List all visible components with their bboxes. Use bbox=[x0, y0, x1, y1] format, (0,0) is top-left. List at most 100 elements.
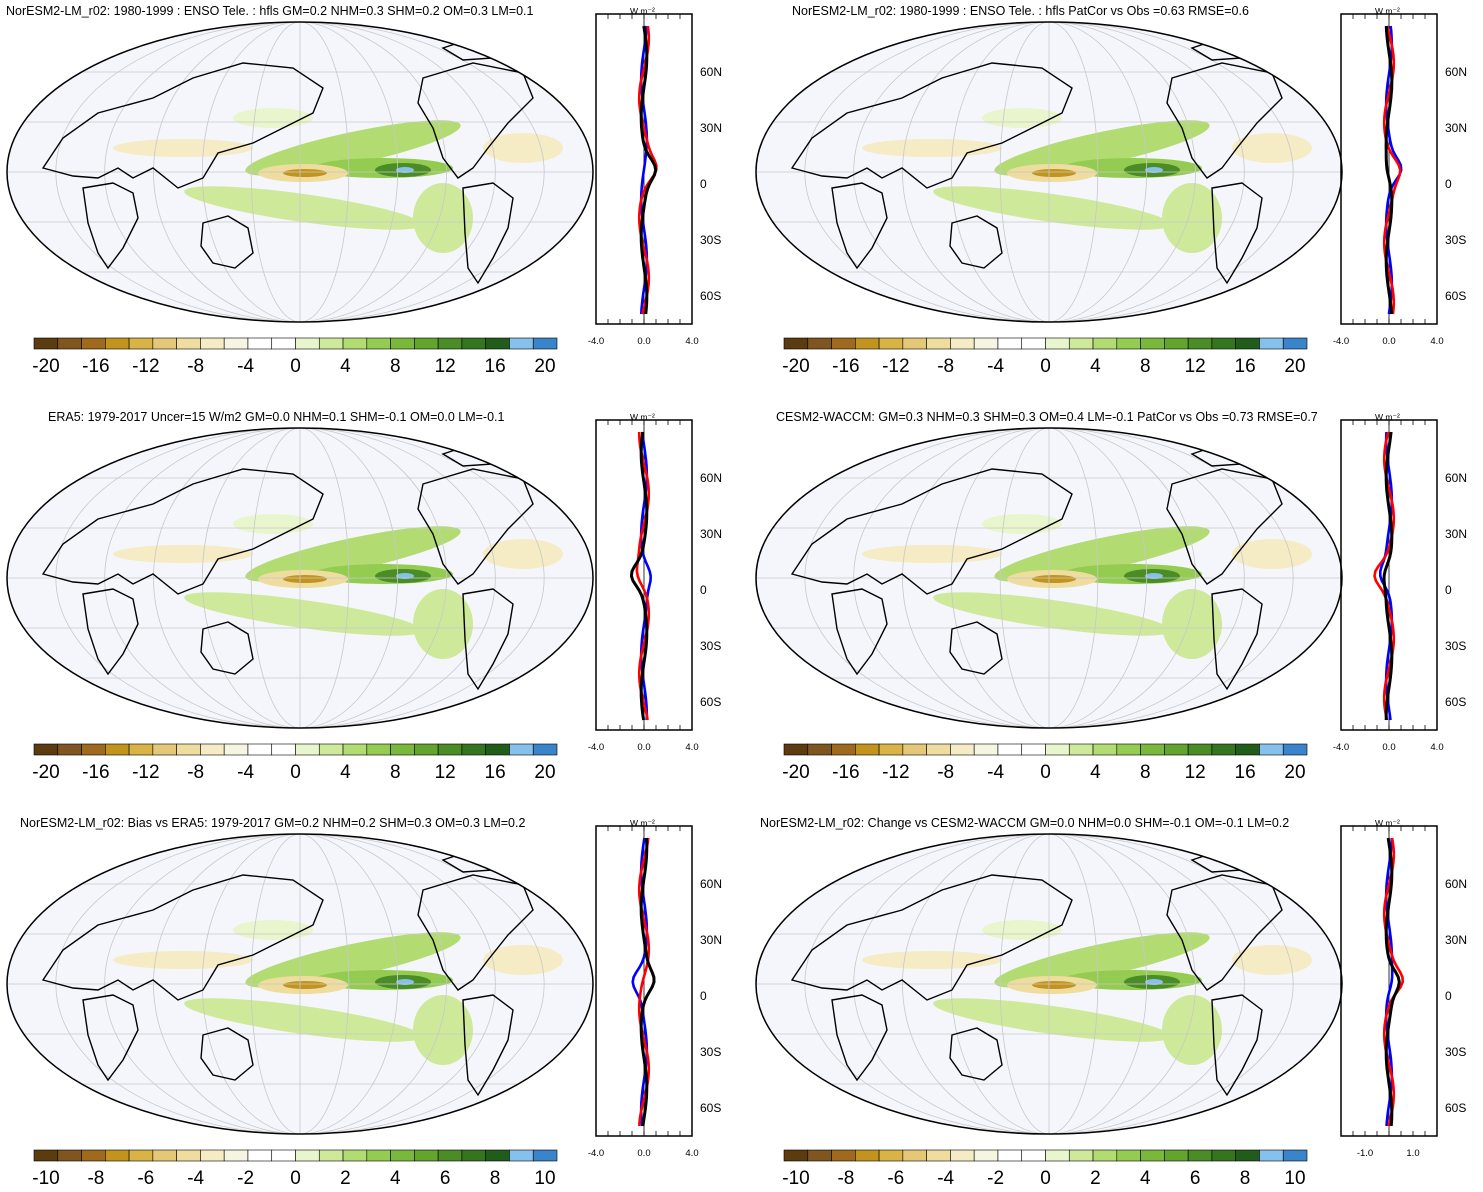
coastline bbox=[417, 874, 534, 991]
colorbar-swatch bbox=[1116, 337, 1141, 350]
colorbar-swatch bbox=[1282, 1149, 1308, 1162]
coastline bbox=[1211, 588, 1263, 691]
colorbar-tick-label: 6 bbox=[1189, 1168, 1201, 1189]
profile-x-label: 4.0 bbox=[1430, 742, 1444, 753]
field-patch bbox=[283, 981, 327, 989]
graticule-meridian bbox=[902, 428, 1050, 728]
graticule-meridian bbox=[804, 22, 1050, 322]
colorbar-swatch bbox=[485, 337, 510, 350]
field-patch bbox=[233, 920, 313, 940]
colorbar-swatch bbox=[973, 743, 999, 756]
field-patch bbox=[184, 592, 422, 636]
colorbar-swatch bbox=[1282, 337, 1308, 350]
profile-x-label: -4.0 bbox=[587, 336, 605, 347]
field-patch bbox=[184, 998, 422, 1042]
colorbar-swatch bbox=[366, 743, 391, 756]
profile-frame bbox=[1340, 13, 1438, 325]
colorbar-tick-label: 20 bbox=[534, 762, 556, 783]
profile-lat-label: 30N bbox=[1445, 121, 1468, 135]
colorbar-swatch bbox=[878, 743, 904, 756]
colorbar-swatch bbox=[1282, 743, 1308, 756]
field-patch bbox=[933, 998, 1171, 1042]
colorbar-swatch bbox=[1021, 337, 1046, 350]
field-patch bbox=[1162, 995, 1222, 1065]
profile-x-label: 4.0 bbox=[1430, 336, 1444, 347]
colorbar-tick-label: -12 bbox=[132, 356, 160, 377]
profile-x-label: 0.0 bbox=[1382, 336, 1396, 347]
colorbar-swatch bbox=[318, 337, 344, 350]
profile-lat-label: 60N bbox=[700, 65, 723, 79]
colorbar-swatch bbox=[997, 337, 1023, 350]
profile-series-line bbox=[637, 25, 658, 315]
colorbar-swatch bbox=[1211, 337, 1236, 350]
profile-lat-label: 30S bbox=[1445, 1045, 1467, 1059]
coastline bbox=[949, 215, 1003, 269]
colorbar-swatch bbox=[1211, 1149, 1236, 1162]
colorbar-swatch bbox=[1235, 337, 1260, 350]
colorbar-swatch bbox=[271, 337, 296, 350]
coastline bbox=[790, 62, 1073, 189]
colorbar-tick-label: 0 bbox=[290, 1168, 301, 1189]
colorbar-tick-label: -8 bbox=[937, 762, 955, 783]
colorbar-swatch bbox=[105, 1149, 130, 1162]
colorbar-tick-label: 12 bbox=[1184, 762, 1206, 783]
graticule-meridian bbox=[1048, 428, 1148, 728]
profile-lat-label: 0 bbox=[1445, 177, 1452, 191]
field-patch bbox=[283, 575, 327, 583]
colorbar-swatch bbox=[1045, 743, 1070, 756]
colorbar-tick-label: -16 bbox=[832, 762, 860, 783]
colorbar-swatch bbox=[1164, 337, 1189, 350]
field-patch bbox=[245, 120, 461, 176]
coastline bbox=[462, 182, 514, 285]
colorbar-swatch bbox=[1235, 1149, 1260, 1162]
colorbar-swatch bbox=[128, 337, 154, 350]
field-patch bbox=[1062, 564, 1202, 584]
colorbar-swatch bbox=[200, 1149, 225, 1162]
colorbar-swatch bbox=[247, 743, 273, 756]
ocean-background bbox=[756, 834, 1342, 1134]
colorbar-swatch bbox=[926, 1149, 951, 1162]
field-patch bbox=[233, 108, 313, 128]
profile-frame bbox=[595, 13, 693, 325]
colorbar-swatch bbox=[1259, 337, 1284, 350]
colorbar-tick-label: 16 bbox=[1234, 356, 1256, 377]
colorbar-tick-label: -8 bbox=[87, 1168, 105, 1189]
colorbar-swatch bbox=[807, 743, 832, 756]
profile-series-line bbox=[1382, 431, 1394, 720]
map-border bbox=[6, 833, 594, 1135]
panel-title: ERA5: 1979-2017 Uncer=15 W/m2 GM=0.0 NHM… bbox=[48, 410, 505, 424]
graticule-meridian bbox=[299, 834, 496, 1134]
graticule-meridian bbox=[1048, 834, 1196, 1134]
field-patch bbox=[245, 932, 461, 988]
coastline bbox=[200, 215, 254, 269]
profile-lat-label: 0 bbox=[1445, 989, 1452, 1003]
colorbar-swatch bbox=[1140, 337, 1165, 350]
colorbar-tick-label: -8 bbox=[837, 1168, 855, 1189]
panel-title: NorESM2-LM_r02: Bias vs ERA5: 1979-2017 … bbox=[20, 816, 526, 830]
colorbar-tick-label: -12 bbox=[882, 762, 910, 783]
colorbar-swatch bbox=[1092, 337, 1118, 350]
colorbar-swatch bbox=[509, 1149, 534, 1162]
profile-frame bbox=[595, 419, 693, 731]
colorbar-swatch bbox=[532, 1149, 558, 1162]
colorbar-swatch bbox=[414, 743, 439, 756]
profile-lat-label: 60S bbox=[1445, 289, 1467, 303]
profile-series-line bbox=[639, 25, 649, 315]
profile-units-label: W m⁻² bbox=[1375, 6, 1400, 16]
colorbar-swatch bbox=[950, 1149, 975, 1162]
field-patch bbox=[413, 589, 473, 659]
coastline bbox=[417, 468, 534, 585]
field-patch bbox=[862, 545, 1002, 563]
colorbar-tick-label: 10 bbox=[534, 1168, 556, 1189]
profile-lat-label: 30N bbox=[1445, 527, 1468, 541]
profile-x-label: 0.0 bbox=[637, 336, 651, 347]
profile-frame bbox=[595, 825, 693, 1137]
colorbar-swatch bbox=[342, 337, 368, 350]
colorbar-swatch bbox=[807, 1149, 832, 1162]
profile-lat-label: 60S bbox=[700, 289, 722, 303]
colorbar-swatch bbox=[855, 743, 880, 756]
graticule-meridian bbox=[950, 22, 1050, 322]
colorbar-swatch bbox=[176, 743, 201, 756]
profile-lat-label: 60N bbox=[1445, 877, 1468, 891]
